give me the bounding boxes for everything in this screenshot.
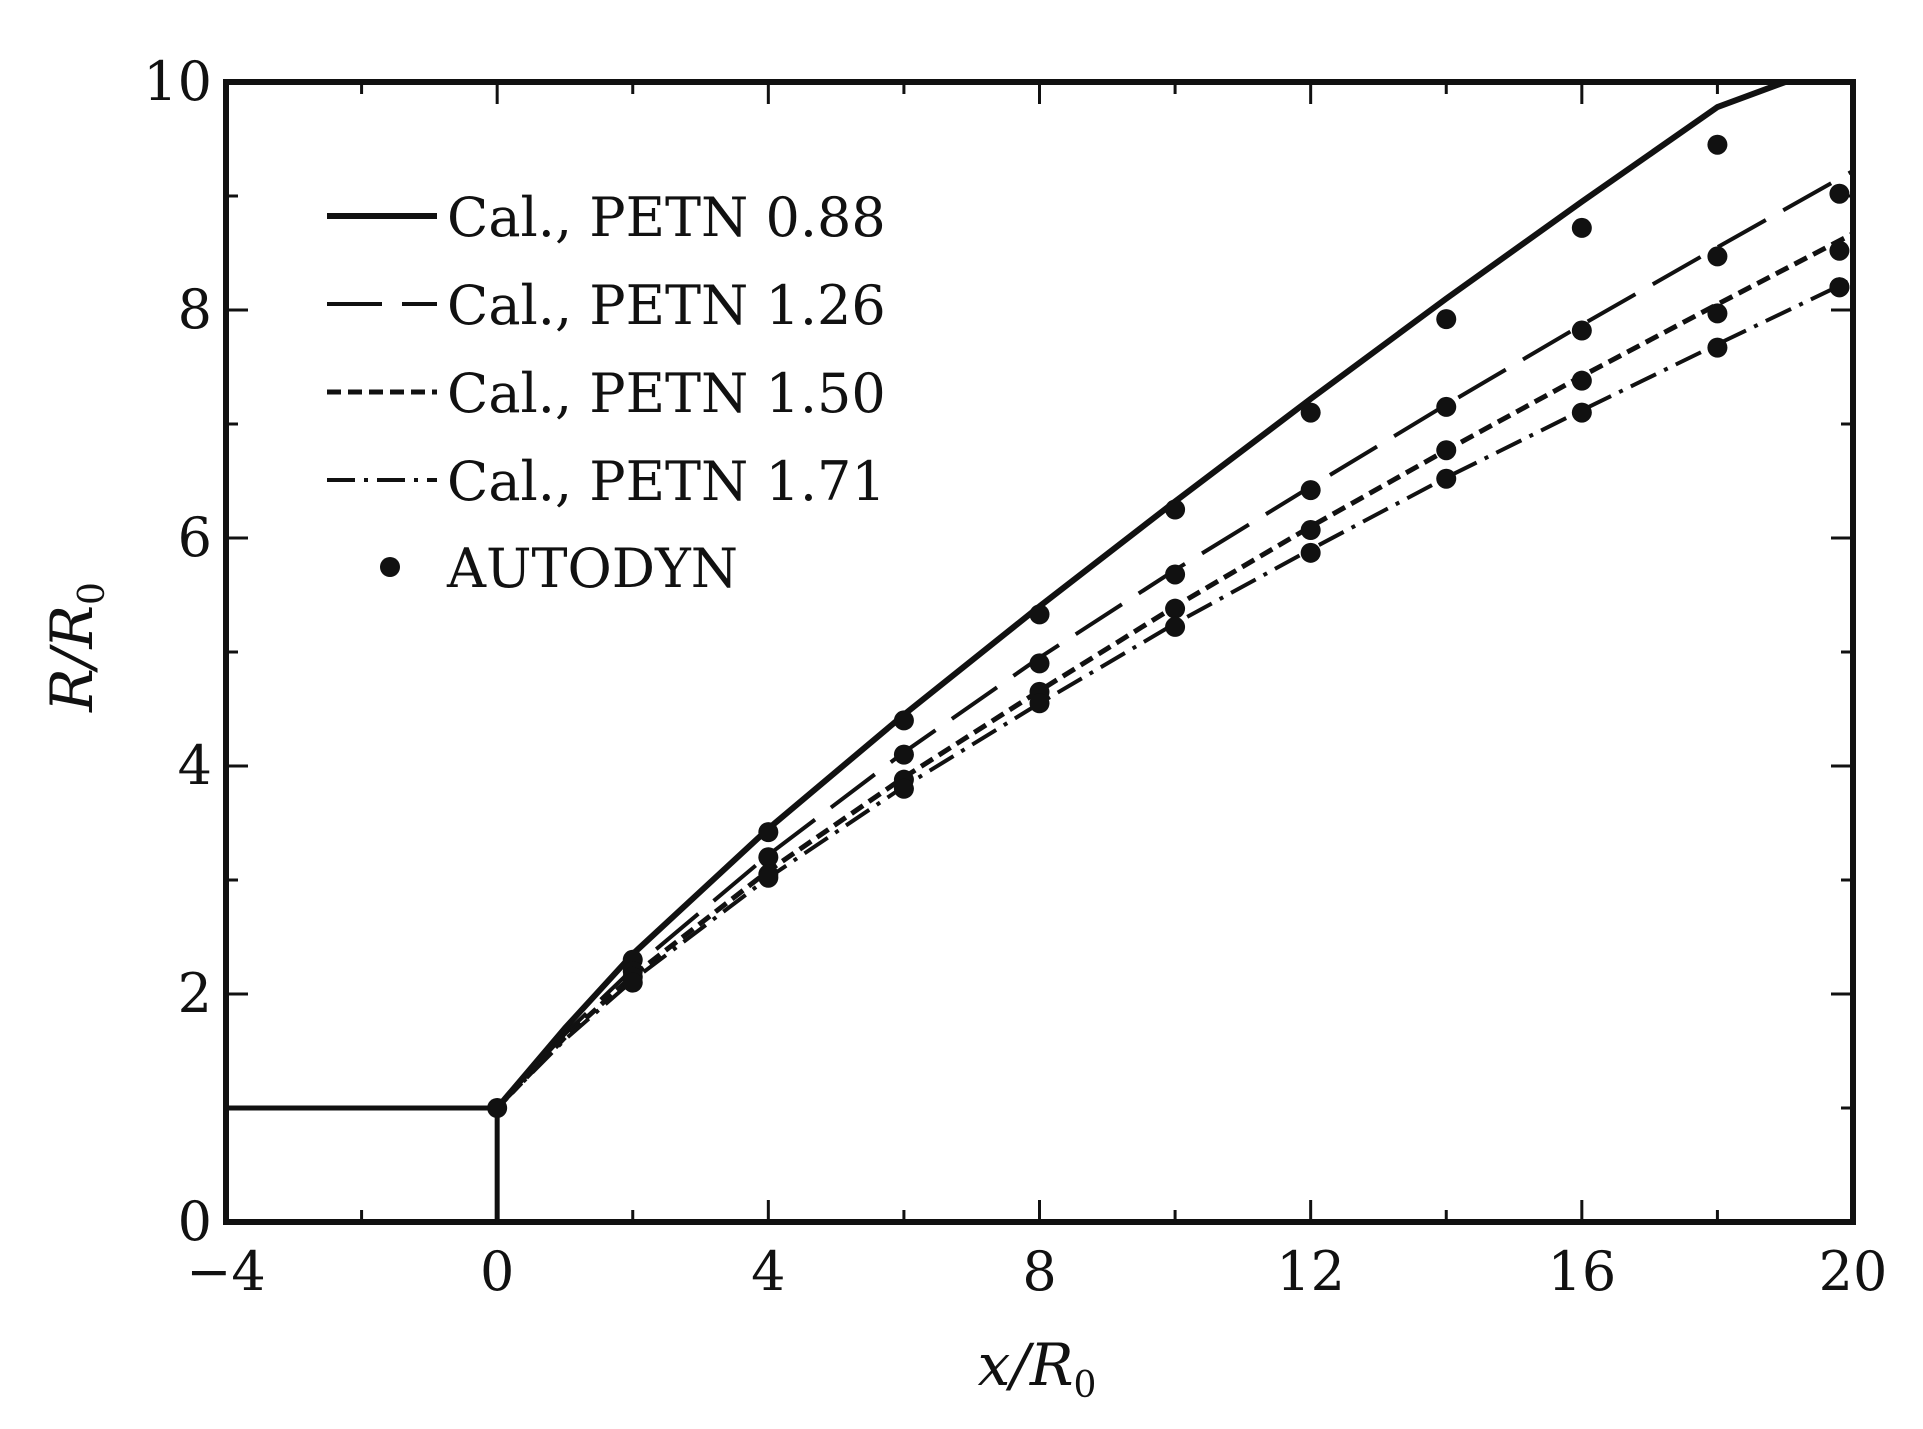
legend-label-petn-150: Cal., PETN 1.50 [447,362,886,425]
plot-frame [223,79,1856,1225]
autodyn-point [1165,499,1186,520]
y-tick-label: 4 [178,734,212,797]
autodyn-point [758,822,779,843]
autodyn-point [893,744,914,765]
autodyn-point [1165,598,1186,619]
autodyn-point [758,867,779,888]
autodyn-point [487,1098,508,1118]
legend-label-petn-171: Cal., PETN 1.71 [447,450,886,513]
autodyn-point [1571,402,1592,423]
autodyn-point [1029,653,1050,674]
autodyn-point [1029,604,1050,625]
y-axis-label: R/R0 [38,582,113,713]
autodyn-point [1829,183,1850,204]
autodyn-point [622,972,643,993]
x-tick-label: 20 [1819,1240,1888,1303]
x-tick-label: −4 [186,1240,266,1303]
y-tick-label: 8 [178,278,212,341]
autodyn-point [1300,520,1321,541]
autodyn-point [1707,303,1728,324]
autodyn-point [758,847,779,868]
autodyn-point [1829,240,1850,261]
autodyn-point [1029,693,1050,714]
legend-marker-autodyn [380,557,400,577]
series-line-petn-126 [495,169,1853,1110]
axis-ticks [224,80,1855,1224]
legend-label-autodyn: AUTODYN [446,537,738,600]
x-tick-label: 12 [1276,1240,1345,1303]
autodyn-point [1707,246,1728,267]
x-tick-label: 8 [1022,1240,1056,1303]
y-tick-label: 6 [178,506,212,569]
autodyn-point [1300,402,1321,423]
autodyn-point [1300,480,1321,501]
autodyn-point [1707,337,1728,358]
autodyn-point [1571,217,1592,238]
y-tick-labels: 0 2 4 6 8 10 [143,50,212,1253]
autodyn-point [893,710,914,731]
autodyn-point [1300,542,1321,563]
x-tick-label: 4 [751,1240,785,1303]
autodyn-point [1436,440,1457,461]
x-tick-label: 0 [480,1240,514,1303]
y-tick-label: 0 [178,1190,212,1253]
charge-outline [226,1105,500,1222]
x-tick-labels: −4 0 4 8 12 16 20 [186,1240,1887,1303]
autodyn-point [1165,564,1186,585]
autodyn-point [1436,468,1457,489]
y-tick-label: 2 [178,962,212,1025]
autodyn-point [1165,616,1186,637]
autodyn-point [1436,309,1457,330]
autodyn-point [1436,396,1457,417]
autodyn-point [1571,370,1592,391]
autodyn-point [1571,320,1592,341]
autodyn-point [893,778,914,799]
x-axis-label: x/R0 [978,1331,1097,1406]
plot-area [223,79,1856,1225]
series-line-petn-088 [494,82,1787,1110]
autodyn-point [1829,277,1850,298]
y-tick-label: 10 [143,50,212,113]
legend-label-petn-088: Cal., PETN 0.88 [447,186,886,249]
x-tick-label: 16 [1547,1240,1616,1303]
series-line-petn-171 [495,277,1853,1110]
autodyn-point [1707,134,1728,155]
legend-label-petn-126: Cal., PETN 1.26 [447,274,886,337]
legend: Cal., PETN 0.88 Cal., PETN 1.26 Cal., PE… [327,186,886,600]
series-line-petn-150 [495,231,1853,1110]
